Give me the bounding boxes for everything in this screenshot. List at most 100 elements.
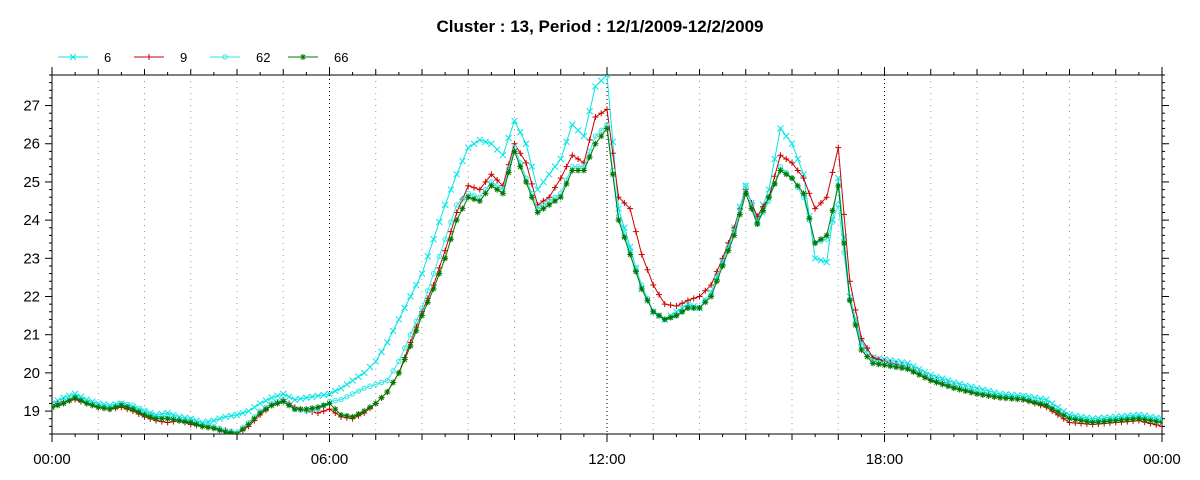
data-point bbox=[644, 266, 651, 273]
data-point bbox=[476, 136, 484, 144]
data-point bbox=[418, 270, 426, 277]
data-point bbox=[771, 173, 778, 180]
data-point bbox=[835, 144, 842, 151]
data-point bbox=[1066, 415, 1073, 422]
data-point bbox=[823, 258, 831, 266]
data-point bbox=[245, 407, 252, 415]
data-point bbox=[719, 262, 726, 269]
legend-label: 62 bbox=[256, 50, 270, 65]
data-point bbox=[465, 182, 472, 189]
data-point bbox=[297, 406, 304, 413]
data-point bbox=[742, 190, 749, 197]
data-point bbox=[817, 256, 825, 264]
data-point bbox=[118, 402, 125, 409]
data-point bbox=[673, 312, 680, 319]
data-point bbox=[1112, 417, 1119, 424]
data-point bbox=[251, 415, 258, 422]
data-point bbox=[811, 254, 819, 262]
data-point bbox=[661, 301, 668, 308]
data-point bbox=[708, 282, 715, 289]
data-point bbox=[101, 405, 108, 412]
data-point bbox=[551, 163, 559, 171]
data-point bbox=[609, 171, 616, 178]
data-point bbox=[725, 247, 732, 254]
data-point bbox=[476, 198, 483, 205]
data-point bbox=[1095, 419, 1102, 426]
data-point bbox=[563, 180, 570, 187]
data-point bbox=[412, 281, 420, 289]
data-point bbox=[170, 411, 177, 419]
data-point bbox=[551, 198, 558, 205]
data-point bbox=[129, 406, 136, 413]
data-point bbox=[95, 404, 102, 411]
data-point bbox=[627, 205, 634, 212]
data-point bbox=[580, 132, 588, 140]
data-point bbox=[158, 415, 165, 422]
data-point bbox=[413, 318, 419, 325]
data-point bbox=[557, 175, 564, 182]
data-point bbox=[256, 400, 264, 407]
y-tick-label: 22 bbox=[23, 289, 40, 306]
data-point bbox=[534, 209, 541, 216]
data-point bbox=[632, 228, 639, 235]
data-point bbox=[141, 411, 148, 418]
data-point bbox=[516, 128, 524, 136]
y-tick-label: 19 bbox=[23, 403, 40, 420]
data-point bbox=[430, 285, 437, 292]
data-point bbox=[401, 304, 409, 312]
data-point bbox=[783, 171, 790, 178]
data-point bbox=[378, 394, 385, 401]
data-point bbox=[644, 297, 651, 304]
data-point bbox=[875, 361, 882, 368]
data-point bbox=[395, 316, 403, 323]
data-point bbox=[424, 299, 431, 306]
data-point bbox=[592, 140, 599, 147]
data-point bbox=[1049, 405, 1056, 412]
data-point bbox=[343, 380, 351, 388]
data-point bbox=[476, 186, 483, 193]
data-point bbox=[320, 408, 327, 415]
data-point bbox=[782, 132, 790, 140]
data-point bbox=[459, 157, 466, 165]
data-point bbox=[1002, 395, 1009, 402]
data-point bbox=[598, 133, 605, 140]
data-point bbox=[696, 304, 703, 311]
data-point bbox=[170, 416, 177, 423]
data-point bbox=[661, 316, 668, 323]
data-point bbox=[135, 409, 142, 416]
data-point bbox=[425, 288, 431, 294]
data-point bbox=[997, 394, 1004, 401]
data-point bbox=[979, 391, 986, 398]
data-point bbox=[488, 182, 495, 189]
data-point bbox=[967, 383, 975, 391]
data-point bbox=[326, 390, 333, 398]
data-point bbox=[89, 402, 96, 409]
data-point bbox=[904, 359, 911, 367]
data-point bbox=[1101, 418, 1108, 425]
data-point bbox=[482, 178, 489, 185]
data-point bbox=[453, 217, 460, 224]
data-point bbox=[453, 209, 460, 216]
data-point bbox=[407, 293, 414, 300]
data-point bbox=[470, 140, 478, 148]
data-point bbox=[285, 393, 293, 401]
data-point bbox=[974, 390, 980, 397]
data-point bbox=[708, 293, 715, 300]
data-point bbox=[436, 270, 443, 277]
data-point bbox=[656, 312, 663, 319]
y-tick-label: 24 bbox=[23, 212, 40, 229]
data-point bbox=[303, 394, 310, 402]
data-point bbox=[216, 415, 224, 423]
data-point bbox=[424, 253, 432, 260]
data-point bbox=[228, 430, 235, 434]
data-point bbox=[667, 314, 674, 321]
data-point bbox=[314, 404, 321, 411]
data-point bbox=[950, 385, 957, 392]
data-point bbox=[1037, 400, 1044, 407]
data-point bbox=[303, 406, 310, 413]
data-point bbox=[679, 300, 686, 307]
data-point bbox=[927, 371, 935, 379]
data-point bbox=[760, 207, 767, 214]
data-point bbox=[147, 413, 154, 420]
data-point bbox=[413, 327, 420, 334]
